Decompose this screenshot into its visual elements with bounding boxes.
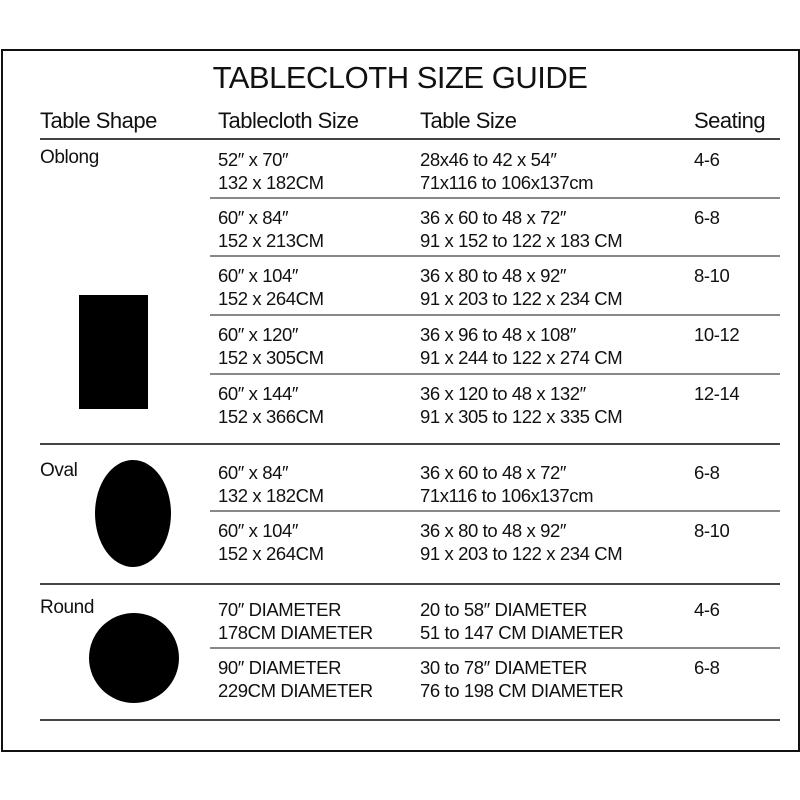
- oval-shape-icon: [95, 460, 171, 567]
- metric-value: 152 x 213CM: [218, 230, 324, 251]
- tablecloth-size-cell: 60″ x 104″ 152 x 264CM: [218, 519, 324, 565]
- table-size-cell: 20 to 58″ DIAMETER 51 to 147 CM DIAMETER: [420, 598, 624, 644]
- table-size-cell: 36 x 60 to 48 x 72″ 71x116 to 106x137cm: [420, 461, 593, 507]
- imperial-value: 60″ x 104″: [218, 520, 299, 541]
- metric-value: 178CM DIAMETER: [218, 622, 373, 643]
- section-divider: [40, 719, 780, 721]
- seating-cell: 8-10: [694, 265, 730, 286]
- table-size-cell: 36 x 120 to 48 x 132″ 91 x 305 to 122 x 3…: [420, 382, 623, 428]
- guide-frame: [1, 49, 800, 752]
- tablecloth-size-cell: 60″ x 104″ 152 x 264CM: [218, 264, 324, 310]
- table-size-cell: 36 x 60 to 48 x 72″ 91 x 152 to 122 x 183…: [420, 206, 623, 252]
- imperial-value: 90″ DIAMETER: [218, 657, 342, 678]
- metric-value: 91 x 244 to 122 x 274 CM: [420, 347, 623, 368]
- imperial-value: 52″ x 70″: [218, 149, 289, 170]
- metric-value: 152 x 264CM: [218, 543, 324, 564]
- imperial-value: 70″ DIAMETER: [218, 599, 342, 620]
- seating-cell: 6-8: [694, 657, 720, 678]
- shape-label-oblong: Oblong: [40, 147, 99, 168]
- seating-cell: 8-10: [694, 520, 730, 541]
- tablecloth-size-cell: 60″ x 84″ 132 x 182CM: [218, 461, 324, 507]
- metric-value: 152 x 264CM: [218, 288, 324, 309]
- metric-value: 91 x 203 to 122 x 234 CM: [420, 543, 623, 564]
- page-title: TABLECLOTH SIZE GUIDE: [212, 60, 588, 95]
- seating-cell: 6-8: [694, 462, 720, 483]
- metric-value: 132 x 182CM: [218, 172, 324, 193]
- seating-cell: 4-6: [694, 149, 720, 170]
- imperial-value: 60″ x 120″: [218, 324, 299, 345]
- imperial-value: 60″ x 84″: [218, 462, 289, 483]
- table-size-cell: 30 to 78″ DIAMETER 76 to 198 CM DIAMETER: [420, 656, 624, 702]
- metric-value: 91 x 305 to 122 x 335 CM: [420, 406, 623, 427]
- header-tablecloth-size: Tablecloth Size: [218, 108, 359, 133]
- metric-value: 229CM DIAMETER: [218, 680, 373, 701]
- row-divider: [210, 647, 780, 649]
- tablecloth-size-cell: 90″ DIAMETER 229CM DIAMETER: [218, 656, 373, 702]
- seating-cell: 6-8: [694, 207, 720, 228]
- row-divider: [210, 255, 780, 257]
- metric-value: 152 x 366CM: [218, 406, 324, 427]
- imperial-value: 60″ x 104″: [218, 265, 299, 286]
- header-seating: Seating: [694, 108, 766, 133]
- metric-value: 71x116 to 106x137cm: [420, 485, 594, 506]
- table-size-cell: 36 x 96 to 48 x 108″ 91 x 244 to 122 x 27…: [420, 323, 623, 369]
- tablecloth-size-cell: 60″ x 120″ 152 x 305CM: [218, 323, 324, 369]
- section-divider: [40, 583, 780, 585]
- imperial-value: 20 to 58″ DIAMETER: [420, 599, 587, 620]
- header-table-size: Table Size: [420, 108, 517, 133]
- circle-shape-icon: [89, 613, 179, 703]
- table-size-cell: 28x46 to 42 x 54″ 71x116 to 106x137cm: [420, 148, 593, 194]
- imperial-value: 36 x 96 to 48 x 108″: [420, 324, 576, 345]
- metric-value: 132 x 182CM: [218, 485, 324, 506]
- table-size-cell: 36 x 80 to 48 x 92″ 91 x 203 to 122 x 234…: [420, 264, 623, 310]
- seating-cell: 12-14: [694, 383, 740, 404]
- tablecloth-size-cell: 60″ x 84″ 152 x 213CM: [218, 206, 324, 252]
- metric-value: 91 x 152 to 122 x 183 CM: [420, 230, 623, 251]
- header-table-shape: Table Shape: [40, 108, 157, 133]
- imperial-value: 36 x 120 to 48 x 132″: [420, 383, 586, 404]
- tablecloth-size-cell: 60″ x 144″ 152 x 366CM: [218, 382, 324, 428]
- imperial-value: 36 x 60 to 48 x 72″: [420, 207, 567, 228]
- row-divider: [210, 197, 780, 199]
- imperial-value: 28x46 to 42 x 54″: [420, 149, 557, 170]
- row-divider: [210, 510, 780, 512]
- metric-value: 91 x 203 to 122 x 234 CM: [420, 288, 623, 309]
- imperial-value: 36 x 80 to 48 x 92″: [420, 520, 567, 541]
- imperial-value: 30 to 78″ DIAMETER: [420, 657, 587, 678]
- metric-value: 51 to 147 CM DIAMETER: [420, 622, 624, 643]
- row-divider: [210, 373, 780, 375]
- seating-cell: 10-12: [694, 324, 740, 345]
- header-divider: [40, 138, 780, 140]
- imperial-value: 60″ x 144″: [218, 383, 299, 404]
- imperial-value: 36 x 80 to 48 x 92″: [420, 265, 567, 286]
- tablecloth-size-cell: 52″ x 70″ 132 x 182CM: [218, 148, 324, 194]
- metric-value: 152 x 305CM: [218, 347, 324, 368]
- shape-label-oval: Oval: [40, 460, 78, 481]
- tablecloth-size-cell: 70″ DIAMETER 178CM DIAMETER: [218, 598, 373, 644]
- rectangle-shape-icon: [79, 295, 148, 409]
- imperial-value: 36 x 60 to 48 x 72″: [420, 462, 567, 483]
- metric-value: 71x116 to 106x137cm: [420, 172, 594, 193]
- imperial-value: 60″ x 84″: [218, 207, 289, 228]
- seating-cell: 4-6: [694, 599, 720, 620]
- metric-value: 76 to 198 CM DIAMETER: [420, 680, 624, 701]
- table-size-cell: 36 x 80 to 48 x 92″ 91 x 203 to 122 x 234…: [420, 519, 623, 565]
- shape-label-round: Round: [40, 597, 94, 618]
- row-divider: [210, 314, 780, 316]
- section-divider: [40, 443, 780, 445]
